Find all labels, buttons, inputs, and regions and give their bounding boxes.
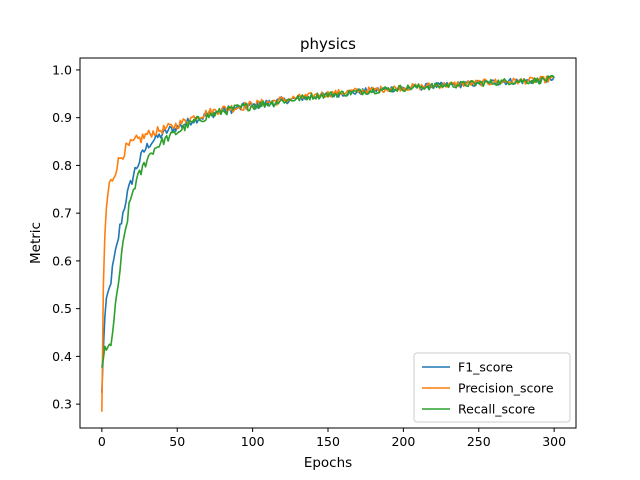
- legend-label: Precision_score: [458, 381, 554, 396]
- y-tick-label: 1.0: [52, 62, 72, 77]
- y-axis-ticks: 0.3 0.4 0.5 0.6 0.7 0.8 0.9 1.0: [52, 62, 80, 412]
- x-tick-label: 0: [98, 434, 106, 449]
- y-tick-label: 0.3: [52, 397, 72, 412]
- legend-label: F1_score: [458, 360, 513, 375]
- y-tick-label: 0.8: [52, 158, 72, 173]
- x-axis-label: Epochs: [304, 455, 352, 471]
- x-tick-label: 50: [169, 434, 185, 449]
- x-axis-ticks: 0 50 100 150 200 250 300: [98, 428, 566, 449]
- y-tick-label: 0.4: [52, 349, 72, 364]
- chart-title: physics: [300, 35, 356, 53]
- x-tick-label: 150: [316, 434, 340, 449]
- x-tick-label: 200: [391, 434, 415, 449]
- y-tick-label: 0.6: [52, 253, 72, 268]
- x-tick-label: 100: [241, 434, 265, 449]
- y-tick-label: 0.5: [52, 301, 72, 316]
- legend: F1_score Precision_score Recall_score: [413, 352, 571, 423]
- plot-lines: [101, 74, 555, 412]
- series-line-1: [101, 75, 555, 412]
- legend-label: Recall_score: [458, 402, 535, 417]
- y-tick-label: 0.9: [52, 110, 72, 125]
- x-tick-label: 300: [542, 434, 566, 449]
- x-tick-label: 250: [467, 434, 491, 449]
- y-axis-label: Metric: [28, 222, 44, 264]
- legend-box: [413, 352, 571, 423]
- series-line-2: [101, 74, 555, 368]
- y-tick-label: 0.7: [52, 206, 72, 221]
